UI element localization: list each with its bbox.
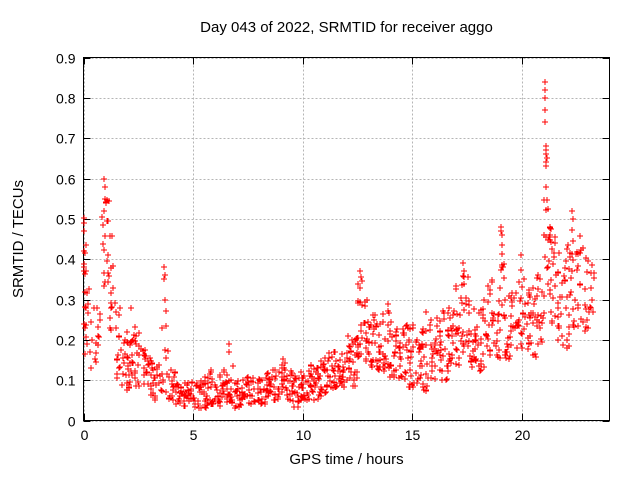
tick-layer — [83, 57, 610, 422]
plot-border — [83, 57, 610, 421]
y-tick-label: 0.1 — [56, 373, 76, 389]
tick-label-layer: 0 5 10 15 20 0 0.1 0.2 0.3 0.4 0.5 0.6 0.7 0.8 0.9 — [56, 51, 530, 444]
x-axis-label: GPS time / hours — [289, 451, 403, 468]
y-tick-label: 0.8 — [56, 91, 76, 107]
y-tick-label: 0.3 — [56, 293, 76, 309]
x-tick-label: 0 — [81, 427, 89, 443]
y-tick-label: 0.9 — [56, 51, 76, 67]
y-tick-label: 0.5 — [56, 212, 76, 228]
x-tick-label: 10 — [296, 427, 312, 443]
scatter-points — [81, 79, 597, 411]
x-tick-label: 20 — [515, 427, 531, 443]
x-tick-label: 5 — [190, 427, 198, 443]
y-tick-label: 0.4 — [56, 252, 76, 268]
chart-title: Day 043 of 2022, SRMTID for receiver agg… — [200, 19, 493, 36]
grid-layer — [83, 57, 610, 422]
x-tick-label: 15 — [405, 427, 421, 443]
y-tick-label: 0.6 — [56, 172, 76, 188]
y-tick-label: 0.2 — [56, 333, 76, 349]
y-tick-label: 0 — [68, 414, 76, 430]
y-tick-label: 0.7 — [56, 131, 76, 147]
y-axis-label: SRMTID / TECUs — [10, 180, 27, 298]
